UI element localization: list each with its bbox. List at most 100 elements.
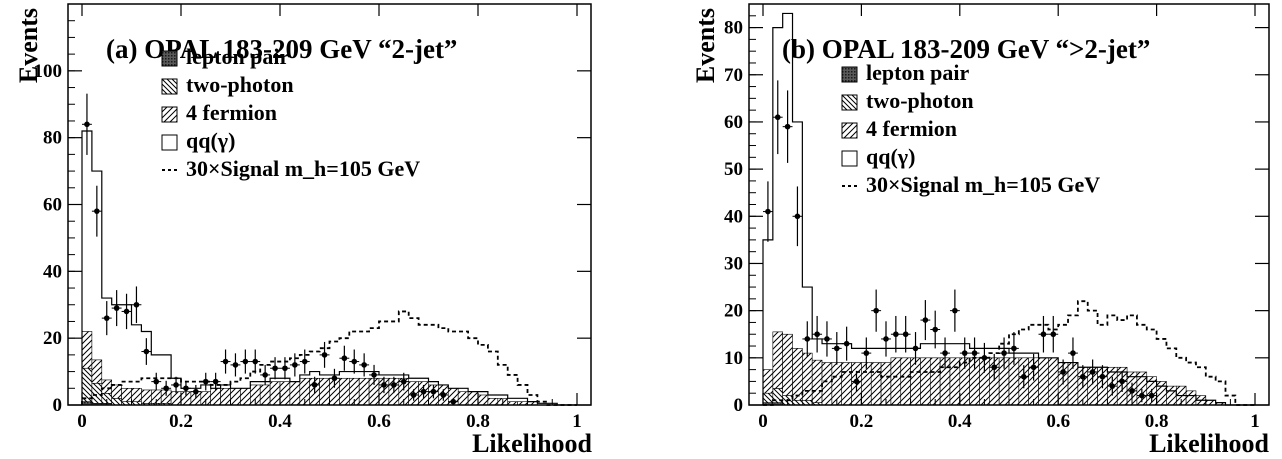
y-tick-label: 60 xyxy=(724,112,743,133)
data-marker xyxy=(814,331,820,338)
legend-swatch-qq xyxy=(841,150,858,167)
legend-label-lepton: lepton pair xyxy=(186,44,290,69)
data-point xyxy=(1077,365,1088,389)
data-marker xyxy=(391,382,397,388)
data-point xyxy=(121,293,132,330)
data-marker xyxy=(922,317,929,323)
data-point xyxy=(210,372,221,391)
signal-layer xyxy=(81,310,577,406)
bar-4-fermion xyxy=(457,391,469,406)
data-marker xyxy=(292,362,298,368)
x-axis-label: Likelihood xyxy=(1149,429,1269,458)
data-marker xyxy=(834,345,840,352)
y-tick-label: 60 xyxy=(43,195,62,216)
y-tick-label: 20 xyxy=(43,328,62,349)
data-point xyxy=(881,321,891,357)
data-marker xyxy=(912,345,919,352)
bar-4-fermion xyxy=(910,357,921,406)
data-point xyxy=(1018,365,1029,389)
bar-4-fermion xyxy=(821,362,833,406)
bar-4-fermion xyxy=(81,331,93,369)
data-point xyxy=(940,337,950,369)
data-point xyxy=(900,315,911,353)
legend-label-fourf: 4 fermion xyxy=(186,100,277,125)
y-tick-label: 30 xyxy=(724,253,743,274)
data-marker xyxy=(952,307,958,314)
bar-4-fermion xyxy=(220,387,231,406)
legend-swatch-lepton xyxy=(841,66,858,83)
bar-4-fermion xyxy=(121,387,132,402)
y-tick-label: 50 xyxy=(724,159,743,180)
data-point xyxy=(309,376,320,394)
x-tick-label: 0 xyxy=(77,411,87,432)
bar-4-fermion xyxy=(1166,385,1177,406)
bar-4-fermion xyxy=(782,333,793,396)
data-point xyxy=(1028,353,1039,381)
bar-4-fermion xyxy=(269,381,281,406)
data-marker xyxy=(242,358,249,365)
data-marker xyxy=(1080,373,1086,380)
y-tick-label: 0 xyxy=(734,395,744,416)
y-tick-label: 80 xyxy=(43,128,62,149)
y-axis-label: Events xyxy=(14,8,43,83)
bar-4-fermion xyxy=(772,331,783,389)
data-marker xyxy=(883,336,889,342)
data-marker xyxy=(1060,369,1066,375)
bar-4-fermion xyxy=(319,377,330,406)
data-point xyxy=(1136,388,1147,403)
legend-label-lepton: lepton pair xyxy=(866,60,970,85)
data-point xyxy=(969,337,980,369)
bar-two-photon xyxy=(762,392,774,403)
data-marker xyxy=(765,208,771,215)
total-layer xyxy=(81,130,577,406)
data-point xyxy=(989,353,1000,381)
x-tick-label: 0.8 xyxy=(466,411,490,432)
data-marker xyxy=(863,350,870,356)
data-point xyxy=(438,389,449,401)
legend-label-qq: qq(γ) xyxy=(186,128,235,153)
data-point xyxy=(408,389,419,401)
data-point xyxy=(861,337,872,369)
data-marker xyxy=(1089,369,1096,375)
data-marker xyxy=(84,121,90,128)
data-marker xyxy=(932,326,938,333)
data-point xyxy=(851,370,862,392)
data-point xyxy=(270,357,280,380)
data-point xyxy=(1107,376,1118,396)
data-point xyxy=(240,349,251,374)
bar-4-fermion xyxy=(870,362,882,406)
bar-4-fermion xyxy=(279,381,291,406)
data-marker xyxy=(331,375,338,382)
bar-4-fermion xyxy=(762,369,774,394)
data-point xyxy=(871,289,882,332)
legend-label-twophoton: two-photon xyxy=(186,72,294,97)
data-point xyxy=(388,376,399,394)
bar-4-fermion xyxy=(487,398,499,406)
data-point xyxy=(289,353,300,377)
legend-label-twophoton: two-photon xyxy=(866,88,974,113)
data-marker xyxy=(853,378,860,385)
data-marker xyxy=(942,350,948,356)
data-point xyxy=(280,357,290,380)
data-point xyxy=(1097,365,1108,389)
legend-swatch-twophoton xyxy=(161,78,178,95)
data-layer xyxy=(82,93,459,405)
bar-4-fermion xyxy=(880,362,892,406)
data-point xyxy=(1117,370,1128,392)
data-point xyxy=(181,380,191,396)
data-point xyxy=(171,376,181,394)
data-marker xyxy=(804,336,811,342)
bar-4-fermion xyxy=(890,357,902,406)
data-point xyxy=(772,80,783,155)
data-marker xyxy=(400,378,407,385)
data-marker xyxy=(1030,364,1037,371)
bar-4-fermion xyxy=(949,357,961,406)
data-marker xyxy=(202,378,209,385)
bar-4-fermion xyxy=(1185,390,1197,406)
x-tick-label: 0.8 xyxy=(1145,411,1169,432)
data-point xyxy=(190,384,201,399)
data-marker xyxy=(1148,392,1155,399)
bar-4-fermion xyxy=(1067,362,1079,406)
